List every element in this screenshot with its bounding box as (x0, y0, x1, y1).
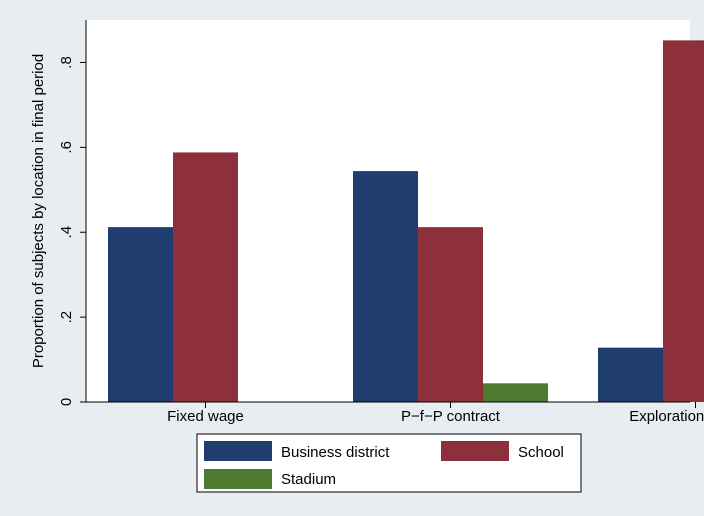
x-tick-label: Exploration contract (629, 408, 704, 425)
legend-label-school: School (518, 444, 564, 461)
y-tick-label: .4 (58, 226, 75, 239)
bar-school-exploration-contract (663, 40, 704, 403)
y-tick-label: 0 (58, 398, 75, 406)
bar-school-p-f-p-contract (418, 227, 483, 402)
y-tick-label: .8 (58, 56, 75, 69)
legend: Business district School Stadium (196, 433, 582, 493)
y-axis-title: Proportion of subjects by location in fi… (30, 54, 47, 368)
bar-business-district-fixed-wage (108, 227, 173, 402)
legend-swatch-school (441, 441, 509, 461)
x-tick-label: Fixed wage (167, 408, 244, 425)
legend-swatch-stadium (204, 469, 272, 489)
y-tick-label: .2 (58, 311, 75, 324)
bar-business-district-p-f-p-contract (353, 171, 418, 402)
y-tick-label: .6 (58, 141, 75, 154)
bars-layer (108, 40, 704, 403)
x-tick-label: P−f−P contract (401, 408, 501, 425)
bar-school-fixed-wage (173, 152, 238, 402)
x-tick-labels: Fixed wage P−f−P contract Exploration cont… (167, 402, 704, 425)
bar-stadium-p-f-p-contract (483, 383, 548, 402)
legend-label-business-district: Business district (281, 444, 390, 461)
bar-business-district-exploration-contract (598, 347, 663, 402)
legend-label-stadium: Stadium (281, 471, 336, 488)
legend-swatch-business-district (204, 441, 272, 461)
y-ticks: 0 .2 .4 .6 .8 (58, 56, 86, 406)
